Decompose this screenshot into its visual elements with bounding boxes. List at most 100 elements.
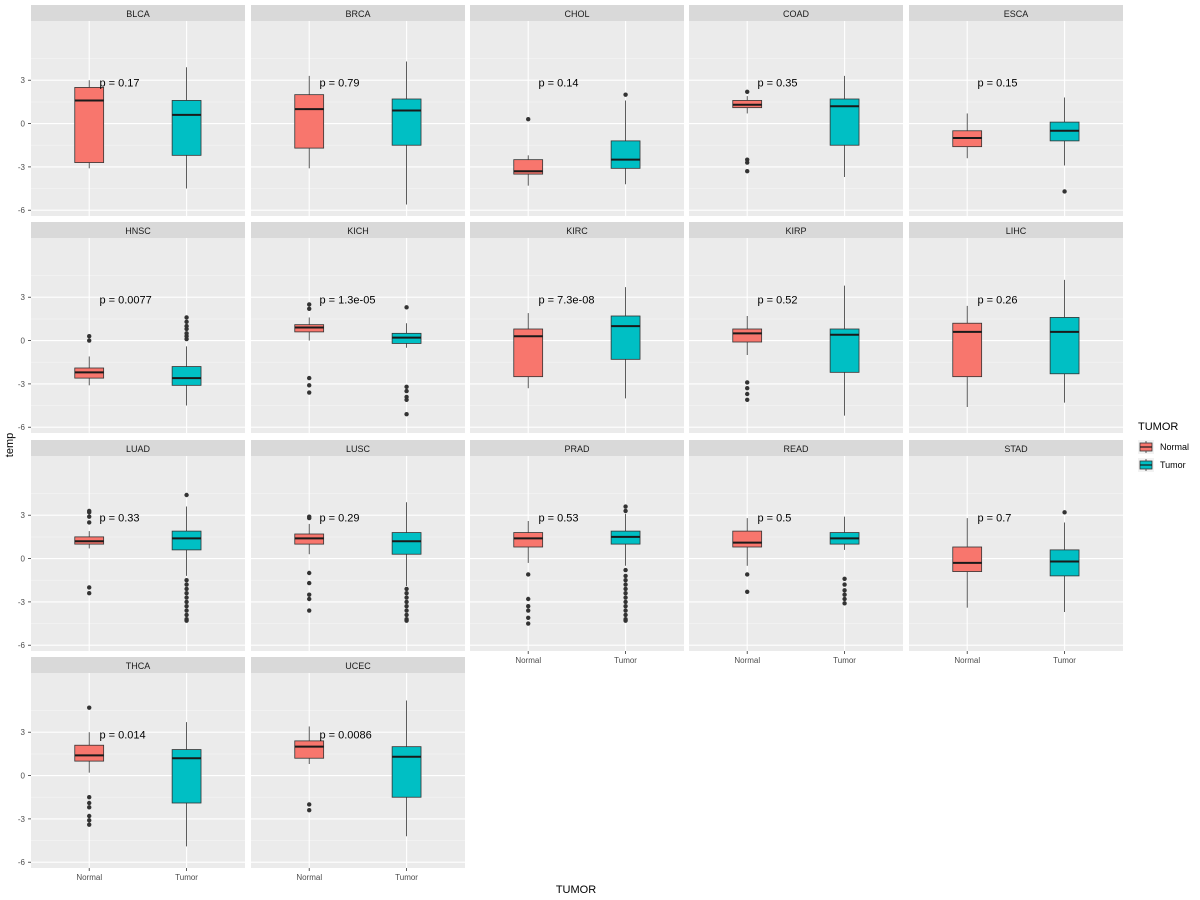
box-tumor (391, 700, 422, 837)
box-normal (74, 80, 105, 169)
box-body (391, 532, 422, 555)
facet-strip (251, 5, 465, 21)
outlier-point (87, 813, 92, 819)
box-body (732, 530, 763, 548)
outlier-point (87, 338, 92, 343)
outlier-point (745, 572, 750, 577)
facet-strip (31, 222, 245, 238)
outlier-point (87, 795, 92, 800)
facet-strip (909, 440, 1123, 456)
outlier-point (404, 412, 409, 417)
box-tumor (610, 287, 641, 399)
outlier-point (404, 618, 409, 623)
outlier-point (623, 573, 628, 579)
outlier-point (184, 315, 189, 320)
outlier-point (623, 618, 628, 623)
y-tick-label: 0 (21, 337, 26, 346)
facet-panel-prad: PRAD Normal Tumor p = 0.53 (470, 440, 684, 665)
outlier-point (404, 384, 409, 389)
y-tick-label: -6 (18, 858, 26, 867)
x-tick-label: Normal (76, 873, 102, 882)
facet-strip-label: LUSC (346, 444, 371, 454)
outlier-point (307, 808, 312, 813)
facet-panel-ucec: UCEC Normal Tumor p = 0.0086 (251, 657, 465, 882)
outlier-point (745, 386, 750, 391)
outlier-point (745, 89, 750, 94)
outlier-point (87, 591, 92, 596)
x-tick-label: Normal (296, 873, 322, 882)
facet-panel-coad: COAD p = 0.35 (689, 5, 903, 216)
p-value-label: p = 0.33 (99, 513, 139, 525)
p-value-label: p = 0.0077 (99, 295, 151, 307)
facet-strip-label: BRCA (345, 9, 370, 19)
y-tick-label: -3 (18, 815, 26, 824)
p-value-label: p = 0.52 (757, 295, 797, 307)
p-value-label: p = 0.26 (977, 295, 1017, 307)
y-tick-label: 3 (21, 76, 26, 85)
panel-background (251, 456, 465, 651)
p-value-label: p = 0.0086 (319, 730, 371, 742)
box-normal (294, 514, 325, 613)
box-tumor (829, 75, 860, 177)
facet-panels: BLCA -6 -3 0 3 p = 0.17 BRCA p = 0.79 CHOL p = 0.… (18, 5, 1123, 882)
facet-panel-hnsc: HNSC -6 -3 0 3 p = 0.0077 (18, 222, 245, 433)
legend-title: TUMOR (1138, 421, 1178, 433)
outlier-point (745, 169, 750, 174)
facet-strip (689, 440, 903, 456)
facet-strip-label: READ (783, 444, 809, 454)
panel-background (689, 21, 903, 216)
box-body (171, 530, 202, 551)
p-value-label: p = 0.35 (757, 78, 797, 90)
outlier-point (842, 592, 847, 597)
panel-background (31, 456, 245, 651)
outlier-point (307, 375, 312, 381)
facet-panel-chol: CHOL p = 0.14 (470, 5, 684, 216)
outlier-point (623, 595, 628, 600)
outlier-point (87, 705, 92, 710)
x-tick-label: Tumor (833, 656, 856, 665)
box-tumor (1049, 97, 1080, 194)
box-tumor (1049, 510, 1080, 612)
outlier-point (745, 380, 750, 385)
box-tumor (171, 67, 202, 189)
box-normal (74, 508, 105, 596)
outlier-point (184, 604, 189, 609)
y-tick-label: -6 (18, 423, 26, 432)
panel-background (31, 21, 245, 216)
p-value-label: p = 0.53 (538, 513, 578, 525)
box-body (513, 532, 544, 548)
outlier-point (184, 608, 189, 613)
outlier-point (184, 591, 189, 596)
facet-strip (470, 222, 684, 238)
outlier-point (87, 800, 92, 806)
outlier-point (404, 608, 409, 613)
outlier-point (184, 323, 189, 329)
outlier-point (307, 608, 312, 613)
outlier-point (87, 514, 92, 519)
facet-panel-lihc: LIHC p = 0.26 (909, 222, 1123, 433)
panel-background (470, 238, 684, 433)
panel-background (251, 673, 465, 868)
legend-item-normal: Normal (1138, 440, 1189, 454)
outlier-point (623, 591, 628, 596)
box-tumor (829, 285, 860, 416)
facet-panel-kich: KICH p = 1.3e-05 (251, 222, 465, 433)
facet-strip-label: KIRC (566, 226, 588, 236)
outlier-point (404, 604, 409, 609)
outlier-point (184, 599, 189, 605)
outlier-point (526, 608, 531, 613)
p-value-label: p = 0.17 (99, 78, 139, 90)
box-tumor (391, 61, 422, 205)
y-tick-label: 0 (21, 120, 26, 129)
box-body (829, 328, 860, 373)
box-tumor (171, 722, 202, 847)
box-normal (952, 518, 983, 608)
facet-panel-kirc: KIRC p = 7.3e-08 (470, 222, 684, 433)
box-tumor (171, 315, 202, 406)
facet-strip-label: BLCA (126, 9, 150, 19)
outlier-point (526, 604, 531, 609)
facet-strip-label: UCEC (345, 661, 371, 671)
outlier-point (745, 391, 750, 397)
y-tick-label: 3 (21, 511, 26, 520)
y-tick-label: 0 (21, 555, 26, 564)
